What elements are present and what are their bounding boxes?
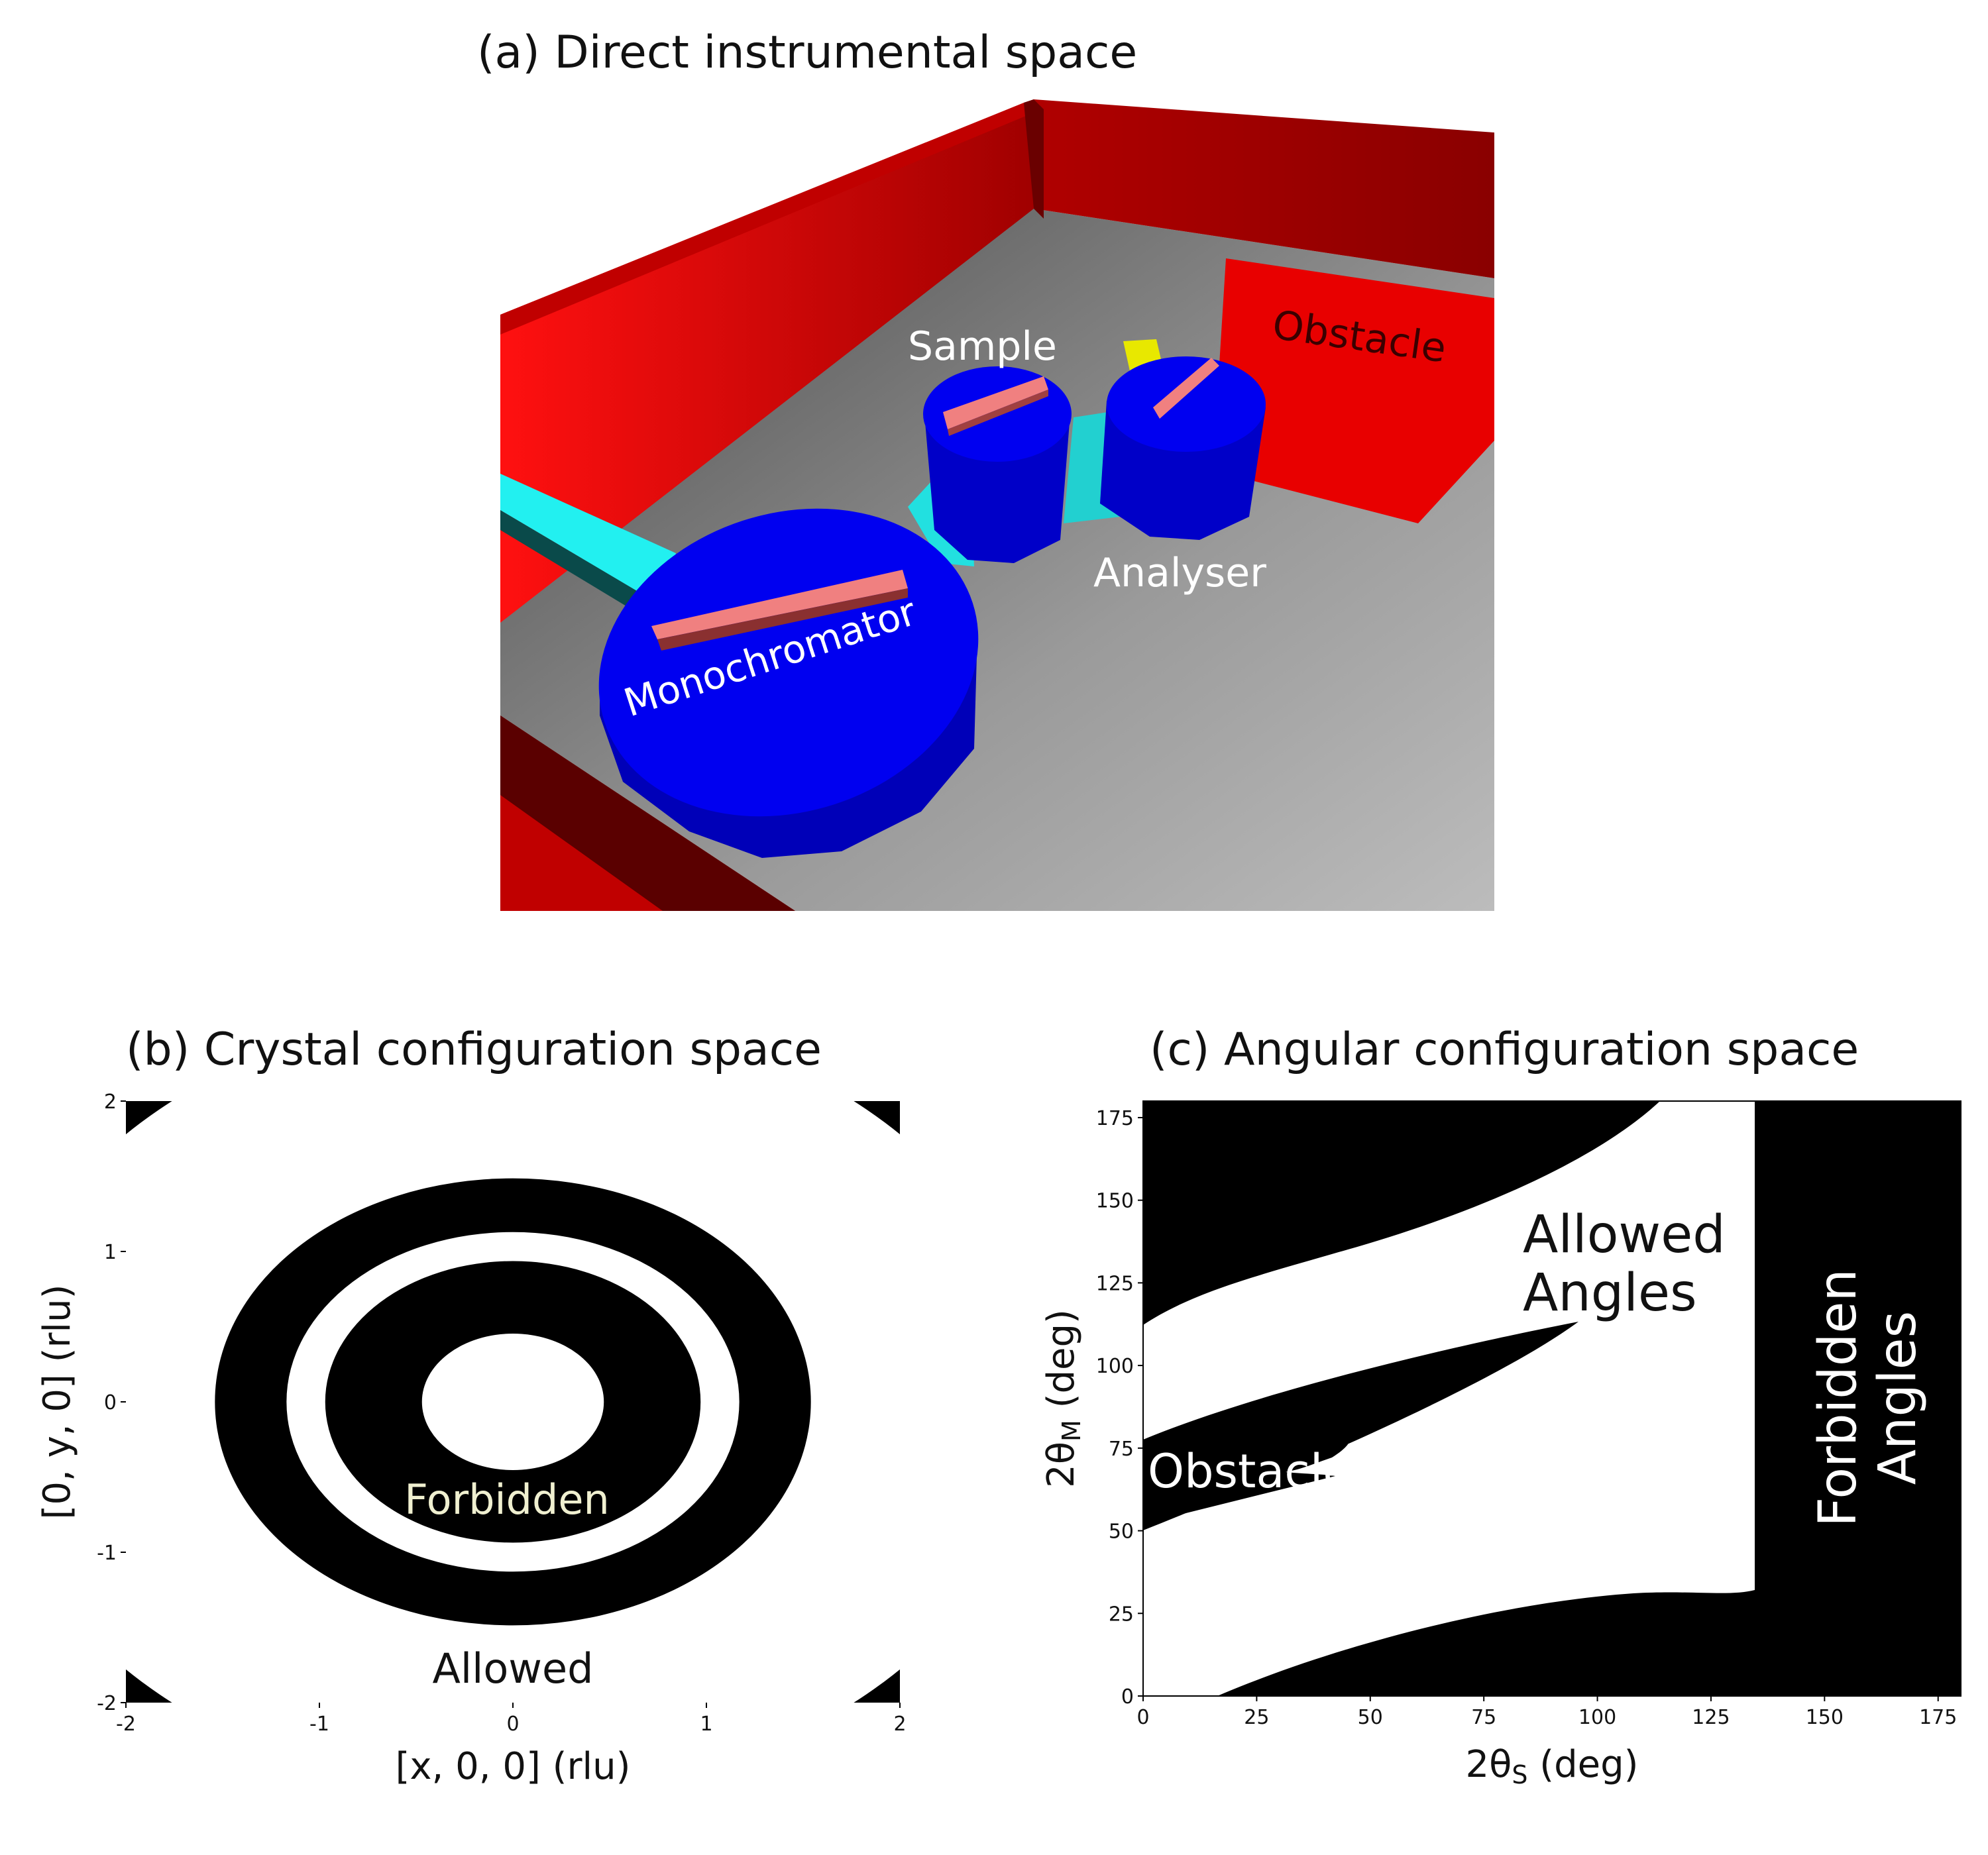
ring-4 [421,1334,604,1470]
x-tick-label: 1 [700,1713,712,1736]
y-axis-label: 2θM (deg) [1040,1309,1086,1488]
forbidden-angles-line1: Forbidden [1808,1269,1868,1527]
y-tick-label: 0 [104,1391,117,1414]
y-tick-label: 150 [1096,1190,1134,1213]
obstacle-annotation: Obstacle [1148,1444,1351,1499]
analyser-crystal [1153,358,1219,419]
x-tick-label: 75 [1471,1706,1496,1729]
panel-c-plot: 0 25 50 75 100 125 150 175 0 25 50 75 100 125 150 175 A… [1040,1100,1961,1789]
y-tick-label: 2 [104,1090,117,1114]
analyser-table [1107,356,1266,452]
y-tick-label: 175 [1096,1107,1134,1130]
panel-b-plot: -2 -1 0 1 2 -2 -1 0 1 2 Forbidden Allowed [x, 0, … [36,1090,907,1788]
y-tick-label: 50 [1109,1520,1134,1544]
x-tick-label: 150 [1806,1706,1844,1729]
x-tick-label: 0 [506,1713,519,1736]
back-wall [1034,99,1494,278]
y-tick-label: 1 [104,1241,117,1264]
panel-a-title: (a) Direct instrumental space [477,26,1138,79]
sample-crystal [943,376,1048,429]
allowed-annotation: Allowed [432,1644,593,1693]
x-tick-label: 175 [1919,1706,1957,1729]
y-tick-label: -2 [97,1692,117,1715]
y-tick-label: 0 [1121,1685,1134,1709]
upper-forbidden-region [1143,1101,1660,1325]
left-wall [500,99,1034,623]
forbidden-annotation: Forbidden [404,1475,610,1524]
y-tick-label: 75 [1109,1438,1134,1461]
x-tick-label: 50 [1358,1706,1383,1729]
arm-left [500,474,676,606]
x-axis-label: 2θS (deg) [1465,1743,1638,1789]
x-tick-label: 100 [1578,1706,1616,1729]
panel-c-title: (c) Angular configuration space [1150,1024,1859,1076]
y-tick-label: -1 [97,1542,117,1565]
y-tick-label: 25 [1109,1603,1134,1626]
lower-forbidden-region [1217,1590,1755,1696]
x-tick-label: 25 [1244,1706,1269,1729]
sample-label: Sample [908,323,1057,370]
obstacle-block [1213,258,1494,523]
x-tick-label: -2 [116,1713,136,1736]
panel-b-title: (b) Crystal configuration space [126,1024,822,1076]
x-tick-label: 2 [893,1713,906,1736]
x-tick-label: -1 [309,1713,329,1736]
forbidden-angles-line2: Angles [1868,1311,1928,1485]
y-axis-label: [0, y, 0] (rlu) [36,1285,79,1520]
panel-a-scene: Sample Obstacle Analyser Monochromator [500,99,1494,911]
right-forbidden-region [1755,1101,1961,1696]
x-tick-label: 0 [1136,1706,1149,1729]
x-axis-label: [x, 0, 0] (rlu) [396,1745,631,1788]
y-tick-label: 125 [1096,1272,1134,1295]
analyser-label: Analyser [1093,550,1266,596]
monochromator-crystal [651,570,908,639]
allowed-angles-line1: Allowed [1523,1205,1726,1265]
allowed-angles-line2: Angles [1523,1263,1697,1323]
y-tick-label: 100 [1096,1355,1134,1378]
x-tick-label: 125 [1692,1706,1730,1729]
